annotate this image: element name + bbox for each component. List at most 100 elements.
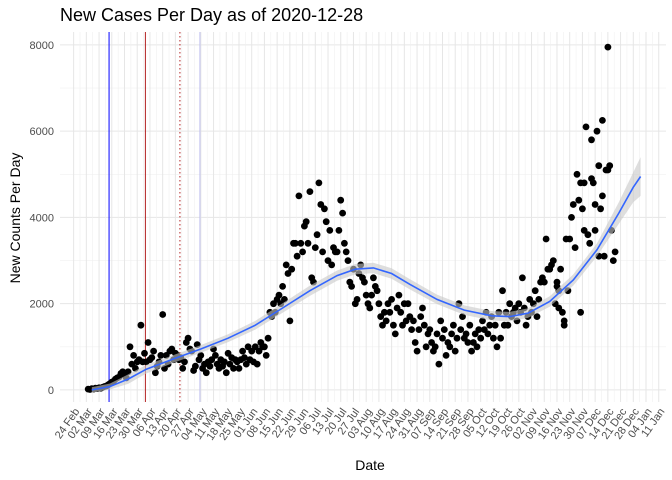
data-point xyxy=(437,317,445,325)
reference-lines xyxy=(108,32,201,402)
data-point xyxy=(291,239,299,247)
data-point xyxy=(264,334,272,342)
data-point xyxy=(192,362,199,370)
data-point xyxy=(595,162,603,170)
data-point xyxy=(599,192,606,200)
y-axis-title: New Counts Per Day xyxy=(7,153,23,284)
data-point xyxy=(381,308,388,316)
data-point xyxy=(588,136,595,144)
data-point xyxy=(579,205,586,213)
data-point xyxy=(586,239,594,247)
data-point xyxy=(571,244,579,252)
data-point xyxy=(506,300,514,308)
data-point xyxy=(326,227,334,234)
data-point xyxy=(370,274,377,282)
data-point xyxy=(124,368,132,376)
data-point xyxy=(417,313,425,320)
data-point xyxy=(477,334,485,342)
data-point xyxy=(321,205,328,213)
data-point xyxy=(588,175,595,183)
chart-title: New Cases Per Day as of 2020-12-28 xyxy=(60,5,364,25)
data-point xyxy=(179,365,187,372)
data-point xyxy=(148,354,156,361)
data-point xyxy=(555,304,563,312)
data-point xyxy=(150,347,158,355)
data-point xyxy=(519,274,526,282)
data-point xyxy=(395,291,403,299)
data-point xyxy=(130,352,138,359)
data-points xyxy=(84,43,619,393)
data-point xyxy=(568,214,575,221)
data-point xyxy=(453,334,461,342)
data-point xyxy=(375,300,383,308)
data-point xyxy=(575,196,583,204)
data-point xyxy=(490,334,497,342)
data-point xyxy=(459,313,466,320)
data-point xyxy=(202,369,210,377)
data-point xyxy=(288,265,296,273)
data-point xyxy=(464,339,472,346)
data-point xyxy=(484,330,492,338)
data-point xyxy=(580,227,588,234)
data-point xyxy=(262,352,270,359)
data-point xyxy=(468,347,475,355)
data-point xyxy=(322,218,330,226)
data-point xyxy=(433,330,441,338)
data-point xyxy=(446,343,454,351)
data-point xyxy=(206,362,214,370)
data-point xyxy=(597,205,604,213)
data-point xyxy=(348,283,355,290)
data-point xyxy=(362,291,370,299)
data-point xyxy=(566,235,574,243)
data-point xyxy=(181,358,188,366)
data-point xyxy=(580,179,588,187)
smooth-trend xyxy=(91,157,642,393)
data-point xyxy=(439,334,446,342)
data-point xyxy=(448,330,455,338)
data-point xyxy=(531,287,539,295)
data-point xyxy=(293,252,301,260)
y-tick-label: 2000 xyxy=(30,299,54,311)
data-point xyxy=(302,218,310,226)
data-point xyxy=(344,257,352,264)
data-point xyxy=(499,287,506,295)
data-point xyxy=(230,365,237,372)
x-axis-title: Date xyxy=(355,457,385,473)
data-point xyxy=(515,300,523,308)
data-point xyxy=(333,248,341,256)
data-point xyxy=(542,235,550,243)
grid-layer xyxy=(60,32,666,402)
data-point xyxy=(152,369,159,377)
data-point xyxy=(493,343,501,351)
data-point xyxy=(311,244,319,252)
data-point xyxy=(239,347,247,355)
data-point xyxy=(373,287,381,295)
data-point xyxy=(419,304,426,312)
data-point xyxy=(279,283,286,290)
data-point xyxy=(337,196,345,204)
data-point xyxy=(335,227,343,234)
data-point xyxy=(533,313,541,320)
data-point xyxy=(366,304,374,312)
data-point xyxy=(313,231,321,239)
data-point xyxy=(569,201,577,208)
data-point xyxy=(306,188,314,196)
data-point xyxy=(410,317,417,325)
data-point xyxy=(137,321,145,329)
data-point xyxy=(609,257,617,264)
data-point xyxy=(486,321,494,329)
data-point xyxy=(299,248,306,256)
data-point xyxy=(282,261,290,269)
data-point xyxy=(415,326,423,333)
data-point xyxy=(275,291,283,299)
data-point xyxy=(295,192,303,200)
data-point xyxy=(339,209,346,217)
data-point xyxy=(560,321,568,329)
data-point xyxy=(582,123,590,131)
smooth-line xyxy=(91,176,642,391)
data-point xyxy=(413,347,421,355)
data-point xyxy=(535,296,543,303)
y-tick-label: 4000 xyxy=(30,212,54,224)
